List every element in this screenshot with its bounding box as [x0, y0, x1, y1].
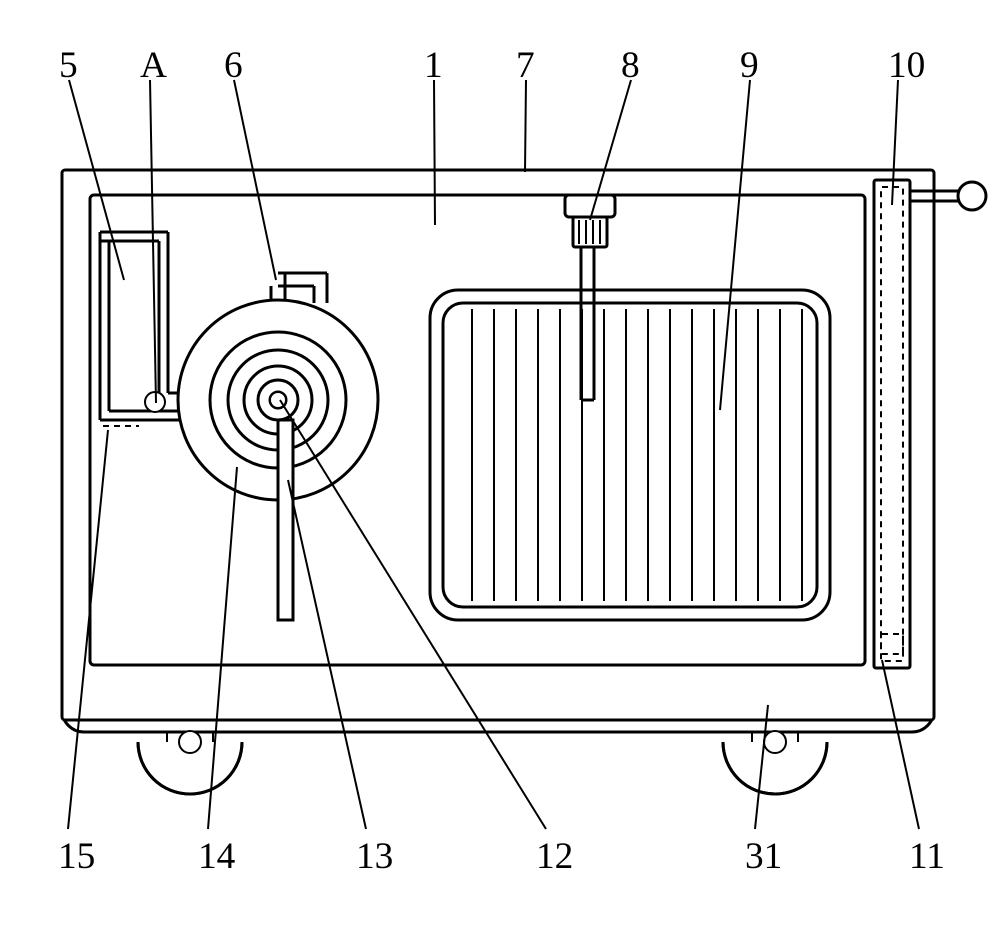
callout-label: 10	[888, 44, 925, 87]
callout-label: 31	[745, 835, 782, 878]
callout-label: 7	[516, 44, 535, 87]
callout-label: 8	[621, 44, 640, 87]
callout-label: A	[140, 44, 167, 87]
callout-label: 12	[536, 835, 573, 878]
callout-label: 13	[356, 835, 393, 878]
callout-label: 14	[198, 835, 235, 878]
callout-label: 1	[424, 44, 443, 87]
diagram-stage: 5 A 6 1 7 8 9 10 15 14 13 12 31 11	[0, 0, 1000, 933]
callout-label: 5	[59, 44, 78, 87]
callout-label: 15	[58, 835, 95, 878]
callout-label: 11	[909, 835, 945, 878]
callout-label: 6	[224, 44, 243, 87]
technical-drawing	[0, 0, 1000, 933]
callout-label: 9	[740, 44, 759, 87]
